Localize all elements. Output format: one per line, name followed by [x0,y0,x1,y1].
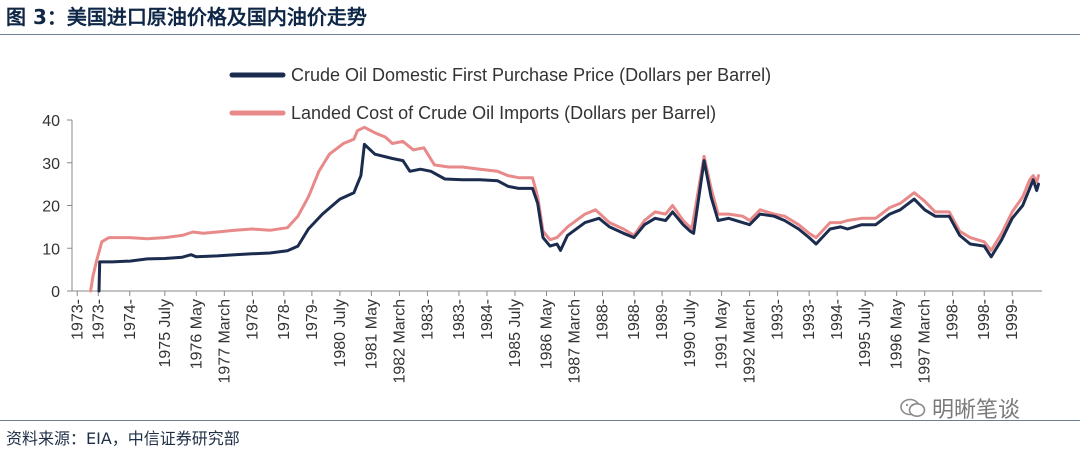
x-tick-label: 1985 July [507,299,524,368]
legend-label-0: Crude Oil Domestic First Purchase Price … [291,65,771,85]
x-tick-label: 1987 March [567,299,584,384]
series [89,125,1040,293]
x-tick-label: 1978- [244,299,261,340]
x-tick-label: 1999- [1004,299,1021,340]
x-tick-label: 1983- [451,299,468,340]
x-tick-label: 1983- [419,299,436,340]
x-tick-label: 1995 July [857,299,874,368]
x-tick-label: 1994- [829,299,846,340]
x-tick-label: 1982 March [391,299,408,384]
x-tick-label: 1978- [276,299,293,340]
x-tick-label: 1980 July [332,299,349,368]
x-tick-label: 1981 May [363,299,380,369]
footer-divider [0,420,1080,421]
watermark: 明晰笔谈 [900,392,1020,424]
x-tick-label: 1991 May [714,299,731,369]
x-tick-label: 1996 May [889,299,906,369]
oil-price-chart: Crude Oil Domestic First Purchase Price … [42,65,1042,384]
y-tick-label: 20 [42,199,60,216]
figure-title: 图 3：美国进口原油价格及国内油价走势 [6,5,367,29]
x-tick-label: 1989- [654,299,671,340]
x-tick-label: 1993- [801,299,818,340]
x-tick-label: 1977 March [216,299,233,384]
series-line-1 [89,125,1040,293]
y-tick-label: 30 [42,156,60,173]
x-tick-label: 1992 March [742,299,759,384]
x-tick-label: 1993- [770,299,787,340]
source-note: 资料来源：EIA，中信证券研究部 [6,429,240,448]
x-tick-label: 1986 May [538,299,555,369]
watermark-text: 明晰笔谈 [932,398,1021,423]
legend: Crude Oil Domestic First Purchase Price … [229,65,771,123]
y-tick-label: 40 [42,113,60,130]
y-tick-label: 10 [42,241,60,258]
x-tick-label: 1998- [945,299,962,340]
x-tick-label: 1988- [626,299,643,340]
axes: 0 10 20 30 40 1973- 1973- 1974- 1975 July 1976 Ma… [42,113,1042,384]
x-tick-label: 1974- [122,299,139,340]
x-tick-label: 1998- [976,299,993,340]
x-tick-label: 1973- [90,299,107,340]
x-tick-label: 1988- [595,299,612,340]
x-tick-label: 1973- [69,299,86,340]
series-line-0 [97,142,1040,293]
y-tick-label: 0 [51,284,60,301]
legend-label-1: Landed Cost of Crude Oil Imports (Dollar… [291,103,716,123]
x-tick-label: 1976 May [188,299,205,369]
title-divider [0,34,1080,35]
x-tick-label: 1979- [304,299,321,340]
x-tick-label: 1990 July [682,299,699,368]
wechat-icon [900,398,926,417]
x-tick-label: 1984- [479,299,496,340]
x-tick-label: 1975 July [157,299,174,368]
x-tick-label: 1997 March [917,299,934,384]
